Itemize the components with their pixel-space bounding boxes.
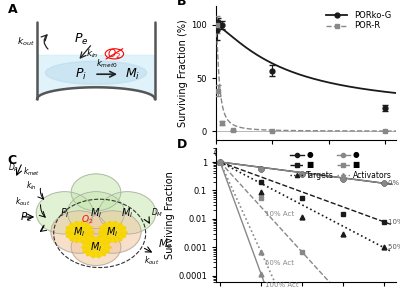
Circle shape — [71, 229, 121, 265]
Text: $M_i$: $M_i$ — [121, 206, 134, 220]
Text: $k_{in}$: $k_{in}$ — [26, 179, 37, 192]
Circle shape — [68, 192, 124, 234]
Text: 10% Act: 10% Act — [265, 211, 294, 217]
Legend: ●, ■, Targets, ●, ■, Activators: ●, ■, Targets, ●, ■, Activators — [290, 150, 392, 180]
Text: $k_{met}$: $k_{met}$ — [23, 166, 40, 178]
Circle shape — [71, 174, 121, 211]
Text: C: C — [8, 154, 17, 167]
Text: $P_i$: $P_i$ — [75, 67, 87, 82]
Text: $k_{met0}$: $k_{met0}$ — [96, 58, 118, 70]
Text: 10% Act: 10% Act — [388, 219, 400, 225]
Text: $M_e$: $M_e$ — [158, 237, 174, 251]
Text: B: B — [176, 0, 186, 8]
Circle shape — [51, 211, 108, 253]
X-axis label: Concentration (μM): Concentration (μM) — [259, 160, 353, 171]
Text: $M_i$: $M_i$ — [125, 67, 140, 82]
Text: $M_i$: $M_i$ — [90, 240, 102, 254]
Text: 50% Act: 50% Act — [265, 260, 294, 267]
Text: 50% Act: 50% Act — [388, 244, 400, 251]
Text: 0% Act: 0% Act — [388, 180, 400, 186]
Text: 100% Act: 100% Act — [265, 282, 299, 288]
Ellipse shape — [46, 61, 147, 84]
Circle shape — [36, 192, 93, 234]
Legend: PORko-G, POR-R: PORko-G, POR-R — [326, 10, 392, 31]
Circle shape — [99, 192, 156, 234]
Circle shape — [99, 222, 126, 242]
Circle shape — [84, 211, 141, 253]
Text: $O_2$: $O_2$ — [107, 47, 122, 61]
Text: $P_e$: $P_e$ — [74, 32, 88, 47]
Text: $k_{in}$: $k_{in}$ — [86, 48, 99, 60]
Y-axis label: Surviving Fraction (%): Surviving Fraction (%) — [178, 19, 188, 127]
Text: $D_P$: $D_P$ — [8, 162, 19, 174]
Text: $O_2$: $O_2$ — [80, 214, 93, 226]
Text: $M_i$: $M_i$ — [73, 225, 86, 239]
Text: $k_{out}$: $k_{out}$ — [144, 255, 159, 267]
Text: A: A — [8, 3, 17, 16]
Circle shape — [83, 237, 109, 257]
Circle shape — [66, 222, 93, 242]
Y-axis label: Surviving Fraction: Surviving Fraction — [165, 171, 175, 259]
Text: $k_{out}$: $k_{out}$ — [15, 196, 30, 208]
Text: $P_e$: $P_e$ — [20, 210, 32, 224]
Text: $k_{out}$: $k_{out}$ — [17, 36, 35, 48]
Text: D: D — [176, 138, 187, 151]
Text: $M_i$: $M_i$ — [106, 225, 119, 239]
Polygon shape — [37, 55, 155, 99]
Text: $P_i$: $P_i$ — [60, 206, 70, 220]
Text: $D_M$: $D_M$ — [150, 207, 163, 219]
Text: $M_i$: $M_i$ — [90, 206, 102, 220]
